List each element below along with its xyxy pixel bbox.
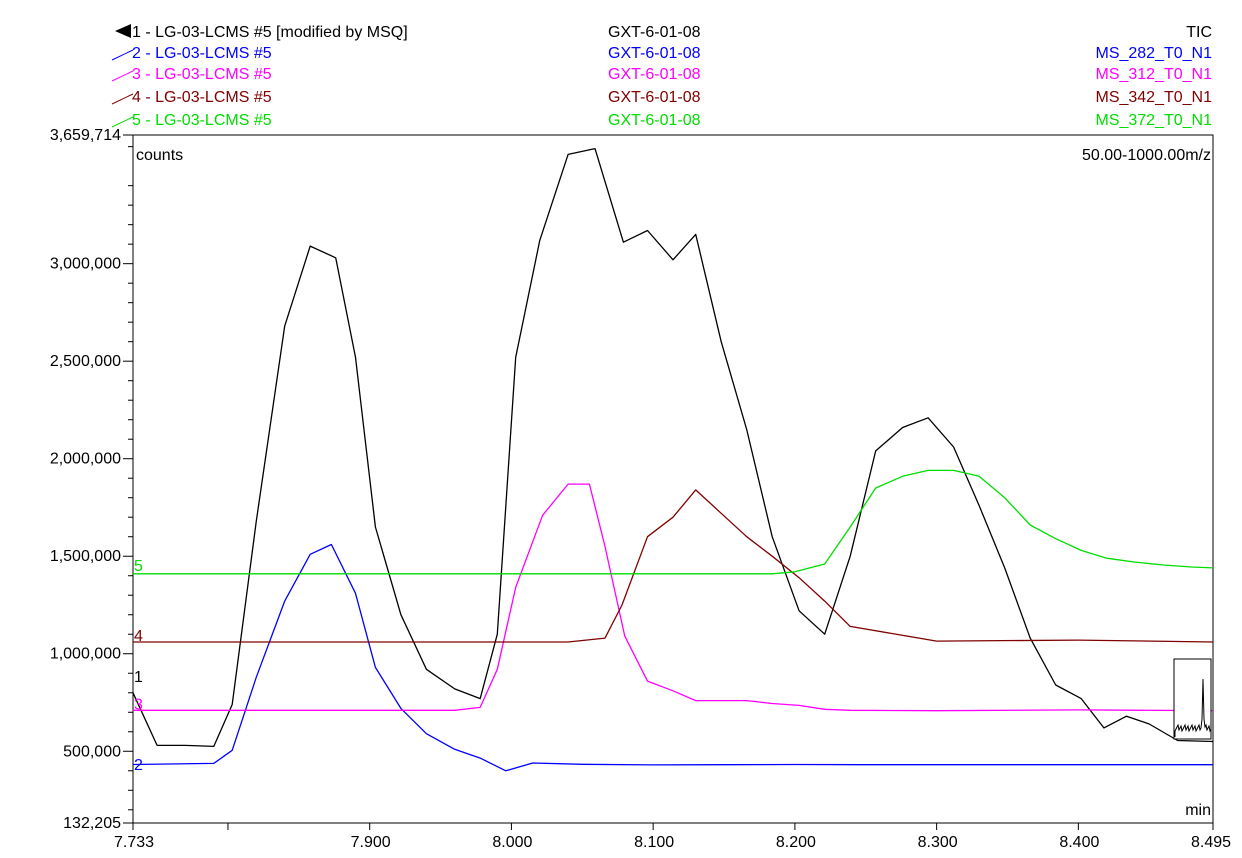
legend-swatch — [111, 70, 134, 82]
legend-series-name: 1 - LG-03-LCMS #5 [modified by MSQ] — [132, 24, 408, 41]
series-1-line — [132, 147, 1214, 748]
x-tick-label: 8.000 — [492, 834, 532, 851]
axes: 132,205 500,000 1,000,000 1,500,000 2,000,00… — [50, 127, 1231, 851]
legend-channel-name: TIC — [1186, 24, 1212, 41]
series-5-line — [133, 469, 1214, 575]
series-4-line — [133, 489, 1214, 643]
x-tick-label: 7.733 — [114, 834, 154, 851]
y-axis-label: counts — [136, 147, 183, 164]
overview-trace — [1174, 678, 1212, 737]
legend-swatch — [111, 93, 134, 105]
series-2-offset-label: 2 — [134, 757, 143, 774]
x-tick-label: 8.100 — [634, 834, 674, 851]
legend-series-name: 4 - LG-03-LCMS #5 — [132, 89, 272, 106]
legend-series-name: 3 - LG-03-LCMS #5 — [132, 66, 272, 83]
y-tick-label: 132,205 — [63, 815, 121, 832]
x-tick-label: 8.300 — [918, 834, 958, 851]
legend-channel-name: MS_282_T0_N1 — [1095, 45, 1212, 62]
legend-channel-name: MS_312_T0_N1 — [1095, 66, 1212, 83]
y-tick-label: 3,000,000 — [50, 256, 121, 273]
x-tick-label: 8.200 — [776, 834, 816, 851]
legend-channel-name: MS_342_T0_N1 — [1095, 89, 1212, 106]
y-tick-label: 1,500,000 — [50, 548, 121, 565]
x-tick-label: 7.900 — [351, 834, 391, 851]
series-3-line — [133, 483, 1214, 712]
legend-series-name: 5 - LG-03-LCMS #5 — [132, 112, 272, 129]
y-tick-label: 500,000 — [63, 743, 121, 760]
y-tick-label: 1,000,000 — [50, 646, 121, 663]
overview-thumbnail[interactable] — [1173, 658, 1212, 740]
legend-sample-name: GXT-6-01-08 — [608, 24, 701, 41]
legend-channel-name: MS_372_T0_N1 — [1095, 112, 1212, 129]
plot-frame — [132, 134, 1214, 824]
series-lines — [132, 147, 1214, 772]
legend-swatch — [111, 49, 134, 61]
plot-labels: counts 50.00-1000.00m/z min 1 2 3 4 5 — [134, 147, 1212, 819]
legend-sample-name: GXT-6-01-08 — [608, 89, 701, 106]
series-2-line — [132, 543, 1213, 772]
mass-range-label: 50.00-1000.00m/z — [1082, 147, 1211, 164]
y-tick-label: 2,000,000 — [50, 451, 121, 468]
legend-sample-name: GXT-6-01-08 — [608, 45, 701, 62]
x-tick-label: 8.400 — [1059, 834, 1099, 851]
legend-sample-name: GXT-6-01-08 — [608, 112, 701, 129]
x-tick-label: 8.495 — [1191, 834, 1231, 851]
series-5-offset-label: 5 — [134, 558, 143, 575]
legend-swatch — [111, 116, 134, 128]
x-axis-label: min — [1185, 802, 1211, 819]
y-tick-label: 3,659,714 — [50, 127, 121, 144]
series-3-offset-label: 3 — [134, 696, 143, 713]
y-tick-label: 2,500,000 — [50, 353, 121, 370]
series-4-offset-label: 4 — [134, 628, 143, 645]
legend-series-name: 2 - LG-03-LCMS #5 — [132, 45, 272, 62]
legend: 1 - LG-03-LCMS #5 [modified by MSQ] GXT-6… — [111, 24, 1212, 129]
legend-marker-active — [115, 24, 131, 38]
series-1-offset-label: 1 — [134, 669, 143, 686]
legend-sample-name: GXT-6-01-08 — [608, 66, 701, 83]
